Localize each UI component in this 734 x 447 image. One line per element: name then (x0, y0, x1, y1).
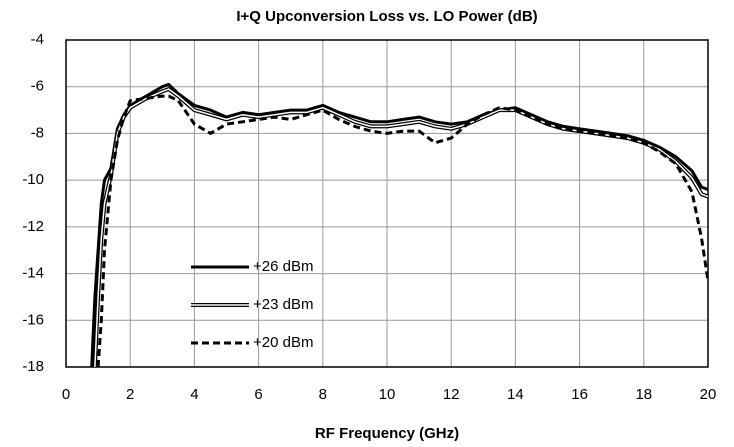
y-tick-label: -14 (22, 265, 44, 282)
series-line (90, 82, 708, 367)
y-tick-label: -4 (31, 31, 44, 48)
legend-label: +20 dBm (253, 334, 313, 351)
x-tick-label: 6 (254, 386, 262, 403)
y-tick-label: -10 (22, 171, 44, 188)
y-tick-label: -18 (22, 358, 44, 375)
x-tick-label: 10 (379, 386, 396, 403)
x-tick-label: 0 (62, 386, 70, 403)
x-tick-label: 2 (126, 386, 134, 403)
y-tick-label: -12 (22, 218, 44, 235)
x-axis-label: RF Frequency (GHz) (315, 425, 459, 442)
series-line (96, 94, 708, 367)
y-tick-label: -16 (22, 311, 44, 328)
y-tick-label: -8 (31, 124, 44, 141)
legend-label: +26 dBm (253, 258, 313, 275)
x-tick-label: 12 (443, 386, 460, 403)
legend-label: +23 dBm (253, 296, 313, 313)
chart-title: I+Q Upconversion Loss vs. LO Power (dB) (236, 8, 537, 25)
x-tick-label: 4 (190, 386, 198, 403)
x-tick-label: 14 (507, 386, 524, 403)
x-tick-label: 18 (635, 386, 652, 403)
plot-frame (65, 39, 709, 368)
x-tick-label: 20 (700, 386, 717, 403)
x-tick-label: 16 (571, 386, 588, 403)
y-tick-label: -6 (31, 78, 44, 95)
x-tick-label: 8 (319, 386, 327, 403)
